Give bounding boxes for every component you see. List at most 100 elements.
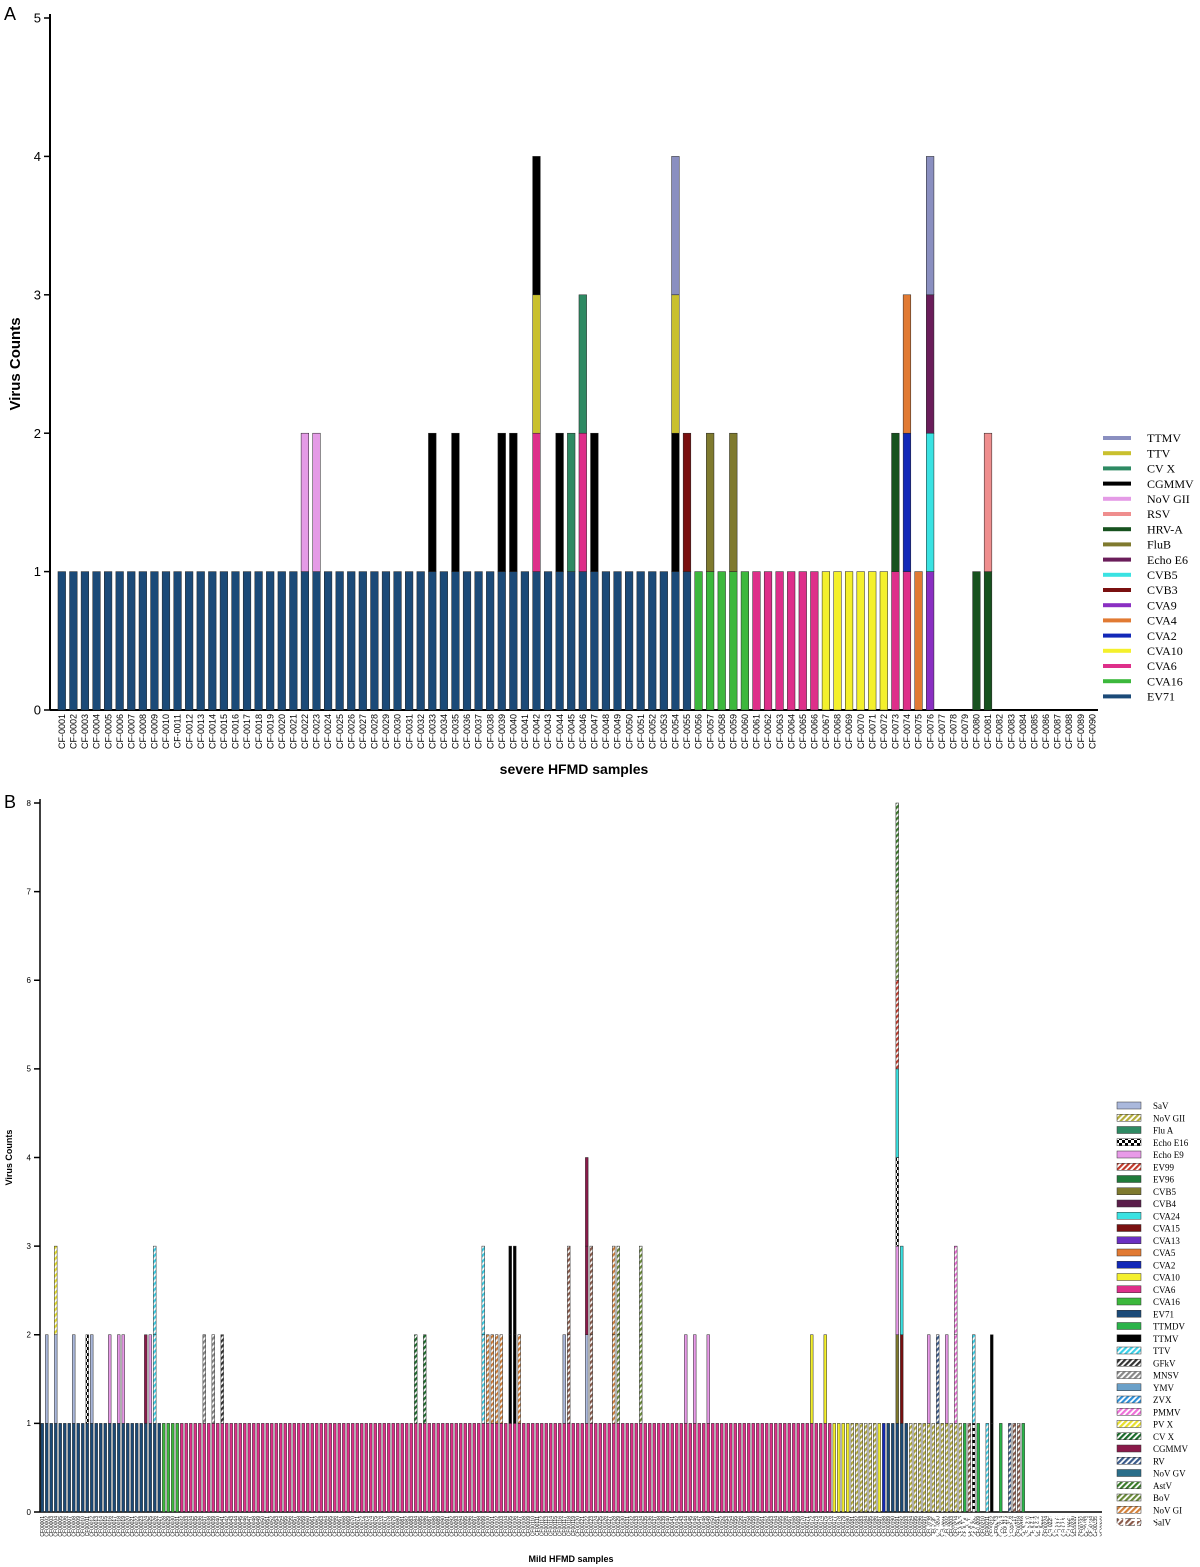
x-tick-label: CF00226 [1053, 1516, 1059, 1537]
legend-swatch-ev99 [1116, 1163, 1142, 1171]
x-tick-label: CF00018 [117, 1516, 123, 1537]
bar-segment-cva16 [729, 571, 738, 711]
x-tick-label: CF-0065 [798, 714, 808, 749]
bar-segment-cgmmv [451, 432, 460, 572]
x-tick-label: CF00116 [558, 1516, 564, 1536]
bar-segment-cva6 [823, 1423, 827, 1513]
legend-swatch-gfkv [1116, 1359, 1142, 1367]
bar-segment-cva6 [670, 1423, 674, 1513]
x-tick-label: CF-0041 [520, 714, 530, 749]
bar-segment-ev71 [277, 571, 286, 711]
legend-label-cva16: CVA16 [1153, 1297, 1180, 1307]
x-tick-label: CF-0059 [728, 714, 738, 749]
x-tick-label: CF-0071 [867, 714, 877, 749]
x-tick-label: CF-0068 [833, 714, 843, 749]
x-tick-label: CF-0063 [775, 714, 785, 749]
x-tick-label: CF00060 [306, 1516, 312, 1537]
x-tick-label: CF00202 [945, 1516, 951, 1537]
bar-segment-ev71 [117, 1423, 121, 1513]
bar-segment-cva6 [752, 571, 761, 711]
x-tick-label: CF00217 [1012, 1516, 1018, 1537]
bar-segment-echo-e9 [706, 1334, 710, 1424]
x-tick-label: CF-0086 [1041, 714, 1051, 749]
bar-segment-ev71 [497, 571, 506, 711]
x-tick-label: CF00137 [652, 1516, 658, 1537]
bar-segment-cva6 [450, 1423, 454, 1513]
bar-segment-cva6 [495, 1423, 499, 1513]
bar-segment-cva6 [763, 571, 773, 711]
legend-swatch-cva6 [1103, 664, 1131, 668]
bar-segment-ttmdv [999, 1423, 1003, 1513]
bar-segment-ev71 [895, 1423, 899, 1513]
x-tick-label: CF00011 [85, 1516, 91, 1536]
x-tick-label: CF-0075 [914, 714, 924, 749]
legend-swatch-cva2 [1103, 633, 1131, 638]
bar-segment-cva10 [821, 571, 830, 711]
watermark: 头条 @易基因科技 [925, 1511, 1158, 1544]
bar-segment-cva6 [798, 571, 807, 711]
legend-label-zvx: ZVX [1153, 1395, 1172, 1405]
x-tick-label: CF-0046 [578, 714, 588, 749]
legend-swatch-cva4 [1103, 618, 1131, 623]
x-tick-label: CF00102 [495, 1516, 501, 1537]
x-tick-label: CF00234 [1089, 1516, 1095, 1537]
x-tick-label: CF-0044 [555, 714, 565, 749]
x-tick-label: CF00092 [450, 1516, 456, 1537]
x-tick-label: CF00146 [693, 1516, 699, 1537]
legend-label-nov-gv: NoV GV [1153, 1469, 1186, 1479]
x-tick-label: CF00097 [472, 1516, 478, 1537]
bar-segment-cva6 [202, 1423, 206, 1513]
x-tick-label: CF00033 [184, 1516, 190, 1537]
bar-segment-cva6 [423, 1423, 427, 1513]
x-tick-label: CF00009 [76, 1516, 82, 1537]
bar-segment-ev71 [173, 571, 182, 711]
bar-segment-cv-x [423, 1334, 427, 1424]
x-tick-label: CF-0020 [277, 714, 287, 749]
x-tick-label: CF00171 [805, 1516, 811, 1537]
bar-segment-ev71 [54, 1423, 58, 1513]
bar-segment-cva6 [234, 1423, 238, 1513]
bar-segment-ttmv [513, 1334, 517, 1424]
bar-segment-nov-gii [850, 1423, 854, 1513]
bar-segment-ev71 [509, 571, 518, 711]
bar-segment-cva4 [902, 294, 912, 434]
x-tick-label: CF00053 [274, 1516, 280, 1537]
x-tick-label: CF00170 [801, 1516, 807, 1537]
x-tick-label: CF00094 [459, 1516, 465, 1537]
bar-segment-ev71 [578, 571, 587, 711]
x-tick-label: CF-0058 [717, 714, 727, 749]
x-tick-label: CF-0005 [103, 714, 113, 749]
y-tick-label: 3 [27, 1242, 32, 1251]
bar-segment-ev71 [682, 571, 692, 711]
x-tick-label: CF00225 [1048, 1516, 1054, 1537]
bar-segment-cva6 [283, 1423, 287, 1513]
x-tick-label: CF-0039 [497, 714, 507, 749]
chart-panel-a: 0 1 2 3 4 5 Virus Counts severe HFMD samples CF-… [7, 11, 1194, 777]
y-axis-label: Virus Counts [7, 317, 24, 410]
legend-swatch-cva24 [1116, 1212, 1142, 1220]
legend-swatch-echo-e9 [1116, 1150, 1142, 1159]
bar-segment-cva6 [891, 571, 900, 711]
x-tick-label: CF00203 [949, 1516, 955, 1537]
bar-segment-nov-gii [864, 1423, 868, 1513]
bar-segment-ev71 [462, 571, 472, 711]
x-tick-label: CF00209 [976, 1516, 982, 1537]
bar-segment-cva6 [364, 1423, 368, 1513]
legend-swatch-cva5 [1116, 1248, 1142, 1257]
bar-segment-cva6 [540, 1423, 544, 1513]
bar-segment-cva6 [261, 1423, 265, 1513]
x-tick-label: CF00126 [603, 1516, 609, 1537]
bar-segment-cva4 [914, 571, 923, 711]
bar-segment-cva6 [693, 1423, 697, 1513]
y-tick-label: 1 [27, 1419, 32, 1428]
x-tick-label: CF-0048 [601, 714, 611, 749]
bar-segment-cva6 [207, 1423, 211, 1513]
bar-segment-cv-x [414, 1334, 418, 1424]
legend-swatch-ttv [1116, 1346, 1142, 1355]
x-tick-label: CF00178 [837, 1516, 843, 1537]
x-tick-label: CF00103 [499, 1516, 505, 1537]
x-tick-label: CF-0054 [671, 714, 681, 749]
x-tick-label: CF00071 [355, 1516, 361, 1537]
x-tick-label: CF-0074 [902, 714, 912, 749]
x-tick-label: CF-0045 [566, 714, 576, 749]
